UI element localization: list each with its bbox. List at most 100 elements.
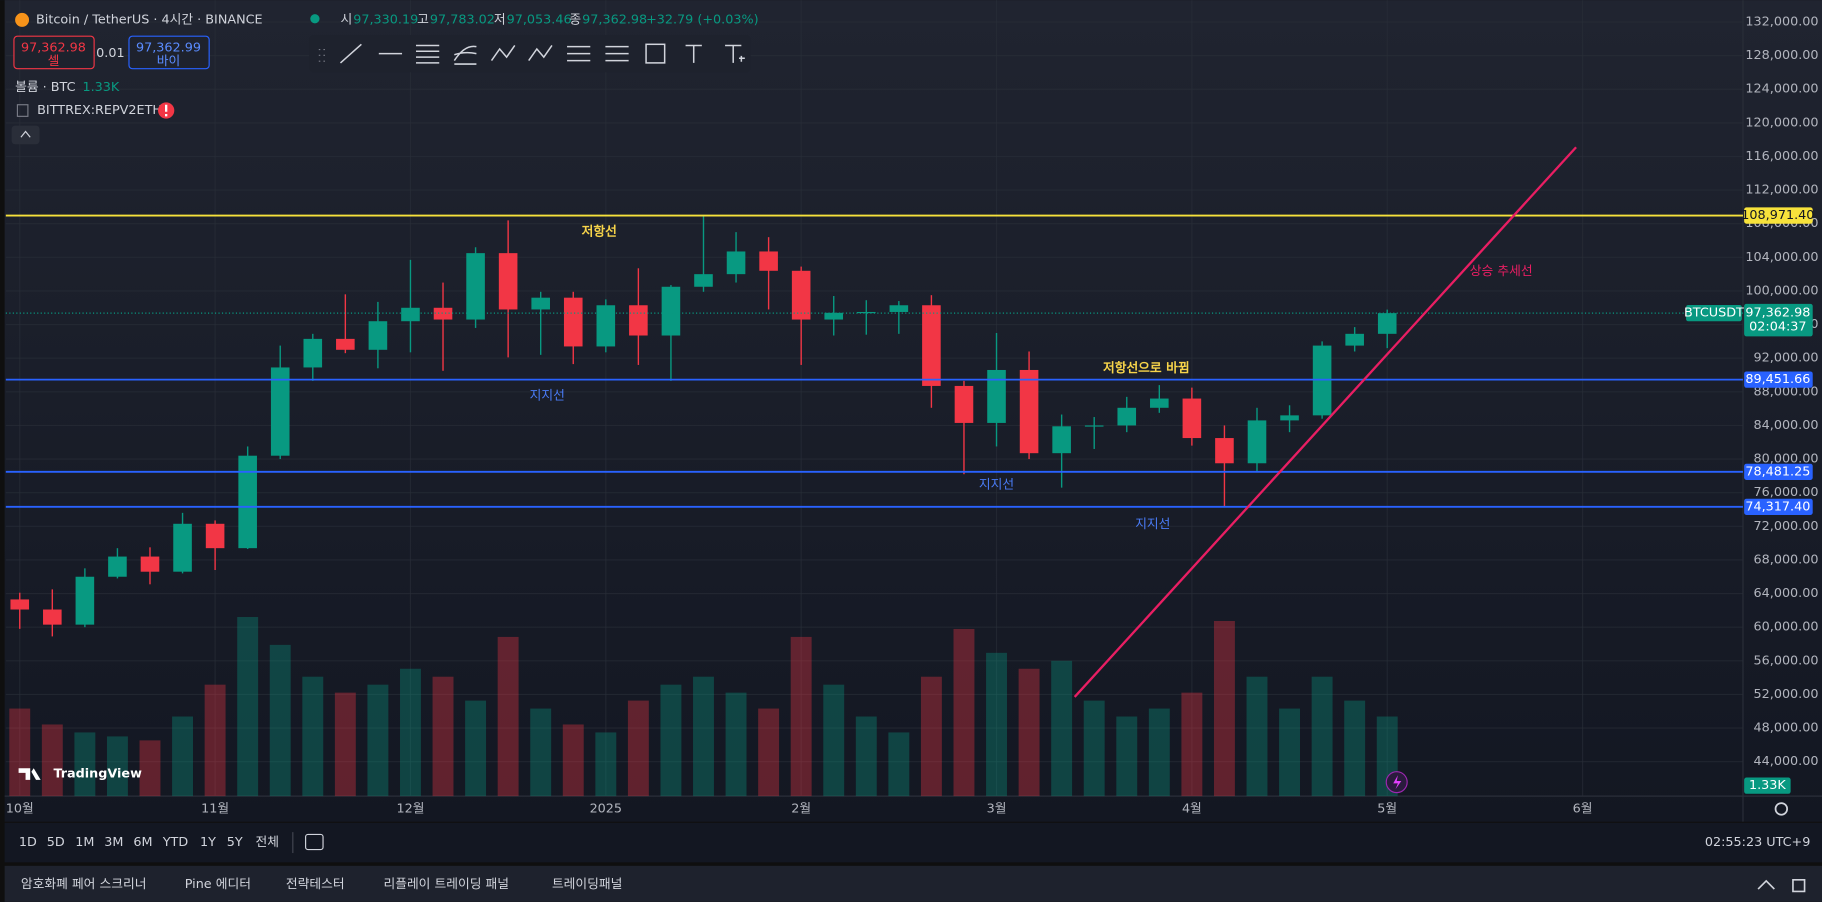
y-tick-label: 124,000.00 <box>1745 82 1818 97</box>
volume-bar <box>986 652 1007 797</box>
candle-body <box>596 305 616 347</box>
y-tick-label: 44,000.00 <box>1754 754 1819 769</box>
candle-body <box>824 312 844 320</box>
y-tick-label: 64,000.00 <box>1754 586 1819 601</box>
timeframe-bar <box>4 822 1822 863</box>
tool-trendline[interactable] <box>339 43 362 64</box>
annotation: 저항선으로 바뀜 <box>1103 360 1190 376</box>
candle-body <box>1247 420 1267 464</box>
buy-button[interactable] <box>128 35 210 70</box>
candle-body <box>336 338 355 350</box>
y-tick-label: 132,000.00 <box>1745 15 1818 30</box>
candle-body <box>1084 425 1104 427</box>
panel-tab[interactable]: 암호화폐 페어 스크리너 <box>21 877 147 892</box>
annotation: 지지선 <box>1135 517 1170 532</box>
candle-body <box>1280 415 1299 421</box>
volume-bar <box>432 676 454 797</box>
sell-button[interactable] <box>13 35 95 70</box>
timeframe[interactable]: 5Y <box>227 835 243 850</box>
tool-pitchfork[interactable] <box>453 45 477 65</box>
volume-bar <box>1279 708 1301 797</box>
y-tick-label: 100,000.00 <box>1745 283 1818 298</box>
panel-tab[interactable]: 전략테스터 <box>286 877 345 892</box>
candle-body <box>140 556 160 572</box>
level-badge <box>1744 371 1813 388</box>
volume-bar <box>1051 660 1073 797</box>
candle-body <box>498 253 518 310</box>
y-tick-label: 56,000.00 <box>1754 653 1819 668</box>
x-tick-label: 4월 <box>1182 801 1202 816</box>
annotation: 저항선 <box>582 224 617 240</box>
sell-price[interactable]: 97,362.98 <box>21 40 86 55</box>
ohlc-value: 97,330.19 <box>353 12 418 27</box>
panel-controls[interactable] <box>1757 878 1806 893</box>
candle-body <box>954 385 974 423</box>
volume-legend-value: 1.33K <box>83 80 120 95</box>
candle-body <box>1052 426 1071 454</box>
symbol-badge-label: BTCUSDT <box>1684 306 1744 321</box>
y-tick-label: 128,000.00 <box>1745 48 1818 63</box>
brand-logo <box>18 768 41 780</box>
candle-body <box>173 523 192 572</box>
volume-bar <box>953 628 975 797</box>
x-tick-label: 10월 <box>6 801 34 816</box>
candle-body <box>205 523 225 549</box>
x-tick-label: 2월 <box>791 801 811 816</box>
timeframe[interactable]: 6M <box>133 835 152 850</box>
y-tick-label: 76,000.00 <box>1754 485 1819 500</box>
level-label: 108,971.40 <box>1741 208 1814 223</box>
volume-bar <box>269 644 291 797</box>
candle-body <box>791 270 811 320</box>
timeframe[interactable]: 1Y <box>200 835 216 850</box>
panel-tab[interactable]: 트레이딩패널 <box>552 877 622 892</box>
tool-text-more[interactable] <box>725 44 745 63</box>
sell-label[interactable]: 셀 <box>48 54 60 69</box>
tool-pattern[interactable] <box>490 45 516 62</box>
panel-tab[interactable]: Pine 에디터 <box>185 877 251 892</box>
volume-bar <box>595 732 617 797</box>
volume-bar <box>1116 716 1138 797</box>
volume-bar <box>790 636 812 797</box>
countdown: 02:04:37 <box>1749 320 1806 335</box>
date-range-icon[interactable] <box>305 833 324 851</box>
timeframe[interactable]: 1D <box>19 835 37 850</box>
tool-abcd[interactable] <box>528 45 553 62</box>
timeframe[interactable]: 1M <box>75 835 94 850</box>
volume-bar <box>74 732 96 797</box>
y-tick-label: 52,000.00 <box>1754 687 1819 702</box>
settings-icon[interactable] <box>1774 802 1789 816</box>
drawing-toolbar <box>309 35 751 73</box>
y-tick-label: 112,000.00 <box>1745 183 1818 198</box>
volume-bar <box>9 708 31 797</box>
y-tick-label: 120,000.00 <box>1745 115 1818 130</box>
timeframe[interactable]: 전체 <box>256 835 279 850</box>
tool-forecast[interactable] <box>605 45 629 62</box>
ohlc-value: 97,053.46 <box>507 12 572 27</box>
x-tick-label: 11월 <box>201 801 229 816</box>
candle-body <box>889 305 909 312</box>
drag-handle[interactable] <box>318 48 325 62</box>
buy-label[interactable]: 바이 <box>157 54 181 69</box>
volume-bar <box>1181 692 1203 797</box>
buy-price[interactable]: 97,362.99 <box>136 40 201 55</box>
candle-body <box>1117 407 1137 426</box>
tool-text[interactable] <box>685 44 702 63</box>
timeframe[interactable]: 5D <box>47 835 65 850</box>
y-tick-label: 80,000.00 <box>1754 452 1819 467</box>
candle-body <box>368 321 388 350</box>
volume-bar <box>1148 708 1170 797</box>
volume-bar <box>660 684 682 797</box>
tool-position[interactable] <box>567 45 591 62</box>
timeframe[interactable]: 3M <box>104 835 123 850</box>
timeframe[interactable]: YTD <box>162 835 189 850</box>
tool-rect[interactable] <box>645 43 666 64</box>
candle-body <box>466 253 485 320</box>
coin-icon <box>15 12 30 27</box>
clock: 02:55:23 UTC+9 <box>1705 835 1811 850</box>
volume-bar <box>497 636 519 797</box>
panel-tab[interactable]: 리플레이 트레이딩 패널 <box>383 877 509 892</box>
collapse-button[interactable] <box>11 125 40 145</box>
tool-channel[interactable] <box>415 44 440 64</box>
candle-body <box>303 338 323 368</box>
